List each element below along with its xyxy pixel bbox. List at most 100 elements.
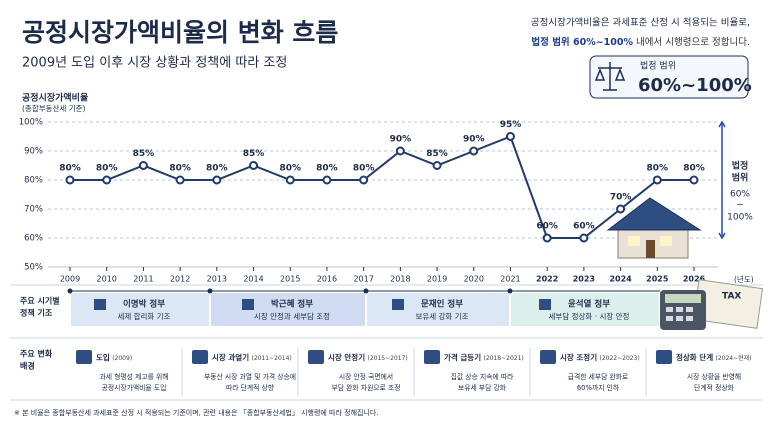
x-tick-label: 2022 bbox=[536, 275, 558, 284]
building-icon bbox=[539, 299, 551, 310]
range-box bbox=[589, 55, 749, 99]
range-annotation-text: 범위 bbox=[732, 172, 749, 184]
value-label: 85% bbox=[243, 149, 265, 159]
event-title-name: 시장 조정기 bbox=[560, 352, 597, 362]
point bbox=[579, 233, 589, 243]
event-desc: 시장 안정 국면에서 bbox=[339, 372, 393, 381]
event-icon bbox=[76, 350, 92, 364]
point bbox=[652, 175, 662, 185]
period-desc: 보유세 강화 기조 bbox=[415, 311, 468, 321]
period-name: 문재인 정부 bbox=[421, 299, 463, 310]
event-icon bbox=[192, 350, 208, 364]
value-label: 80% bbox=[353, 164, 375, 174]
timeline-period bbox=[211, 293, 365, 326]
x-tick-label: 2021 bbox=[500, 275, 520, 284]
event-title: 도입 (2009) bbox=[96, 352, 132, 362]
period-name: 이명박 정부 bbox=[123, 299, 165, 310]
point bbox=[395, 146, 405, 156]
event-title-name: 시장 과열기 bbox=[212, 352, 249, 362]
event-title: 시장 조정기 (2022~2023) bbox=[560, 352, 640, 362]
event-title-period: (2015~2017) bbox=[368, 355, 408, 362]
x-tick-label: 2017 bbox=[353, 275, 373, 284]
value-label: 70% bbox=[610, 193, 632, 203]
x-tick-label: 2025 bbox=[646, 275, 669, 284]
event-title-period: (2022~2023) bbox=[600, 355, 640, 362]
value-label: 80% bbox=[279, 164, 301, 174]
point bbox=[359, 175, 369, 185]
event-icon bbox=[540, 350, 556, 364]
x-tick-label: 2023 bbox=[573, 275, 595, 284]
tax-form-text: TAX bbox=[722, 292, 741, 302]
house-illustration bbox=[606, 197, 702, 259]
x-tick-label: 2014 bbox=[243, 275, 263, 284]
scale-icon bbox=[594, 62, 626, 91]
point bbox=[616, 204, 626, 214]
range-box-value: 60%~100% bbox=[638, 75, 752, 96]
point bbox=[505, 132, 515, 141]
y-tick-label: 70% bbox=[24, 205, 43, 215]
timeline-period bbox=[71, 293, 209, 326]
x-tick-label: 2020 bbox=[464, 275, 484, 284]
building-icon bbox=[242, 299, 254, 310]
x-tick-label: 2019 bbox=[427, 275, 447, 284]
event-title: 시장 안정기 (2015~2017) bbox=[328, 352, 408, 362]
event-desc: 급격한 세부담 완화로 bbox=[568, 372, 629, 381]
event-desc: 공정시장가액비율 도입 bbox=[102, 383, 167, 392]
x-tick-label: 2018 bbox=[390, 275, 410, 284]
title: 공정시장가액비율의 변화 흐름 bbox=[22, 18, 338, 47]
event-title-name: 정상화 단계 bbox=[676, 352, 713, 362]
events-label: 배경 bbox=[20, 361, 35, 371]
event-desc: 과세 형평성 제고를 위해 bbox=[99, 372, 168, 381]
x-tick-label: 2024 bbox=[609, 275, 632, 284]
event-title-name: 도입 bbox=[96, 352, 110, 362]
building-icon bbox=[392, 299, 404, 310]
point bbox=[249, 161, 259, 170]
event-icon bbox=[656, 350, 672, 364]
event-icon bbox=[308, 350, 324, 364]
note: 법정 범위 60%~100% 내에서 시행령으로 정합니다. bbox=[531, 36, 750, 48]
event-title-period: (2009) bbox=[112, 355, 132, 362]
point bbox=[432, 161, 442, 170]
line bbox=[70, 135, 694, 239]
y-tick-label: 60% bbox=[24, 234, 43, 244]
value-label: 80% bbox=[316, 164, 338, 174]
event-title-period: (2018~2021) bbox=[484, 355, 524, 362]
range-annotation-text: 60% bbox=[730, 190, 750, 200]
value-label: 85% bbox=[133, 149, 155, 159]
point bbox=[102, 175, 112, 185]
timeline-label: 주요 시기별 bbox=[20, 296, 60, 306]
event-title-name: 시장 안정기 bbox=[328, 352, 365, 362]
event-desc: 60%까지 인하 bbox=[577, 383, 620, 392]
note-bold: 법정 범위 60%~100% bbox=[531, 36, 633, 48]
x-tick-label: 2015 bbox=[280, 275, 300, 284]
period-desc: 세제 합리화 기조 bbox=[117, 312, 170, 321]
point bbox=[689, 175, 699, 185]
event-desc: 보유세 부담 강화 bbox=[458, 383, 507, 392]
x-tick-label: 2009 bbox=[60, 275, 80, 284]
value-label: 95% bbox=[500, 120, 522, 130]
timeline-label: 정책 기조 bbox=[20, 308, 53, 318]
value-label: 80% bbox=[169, 164, 191, 174]
range-annotation-text: ~ bbox=[736, 201, 744, 211]
event-desc: 시장 상황을 반영해 bbox=[687, 372, 741, 381]
x-axis-unit: (년도) bbox=[734, 274, 754, 284]
value-label: 85% bbox=[426, 149, 448, 159]
x-tick-label: 2026 bbox=[683, 275, 706, 284]
range-box-label: 법정 범위 bbox=[640, 61, 676, 72]
x-tick-label: 2016 bbox=[317, 275, 337, 284]
event-title: 정상화 단계 (2024~현재) bbox=[676, 352, 752, 362]
period-desc: 시장 안정과 세부담 조정 bbox=[254, 311, 330, 321]
period-name: 윤석열 정부 bbox=[568, 299, 610, 310]
range-annotation-text: 법정 bbox=[732, 160, 749, 172]
value-label: 80% bbox=[683, 164, 705, 174]
value-label: 80% bbox=[96, 164, 118, 174]
point bbox=[542, 233, 552, 243]
timeline-dot bbox=[207, 288, 213, 294]
y-tick-label: 80% bbox=[24, 176, 43, 186]
value-label: 60% bbox=[573, 222, 595, 232]
value-label: 60% bbox=[536, 222, 558, 232]
timeline-dot bbox=[363, 288, 369, 294]
event-desc: 단계적 정상화 bbox=[694, 383, 734, 392]
building-icon bbox=[94, 299, 106, 310]
